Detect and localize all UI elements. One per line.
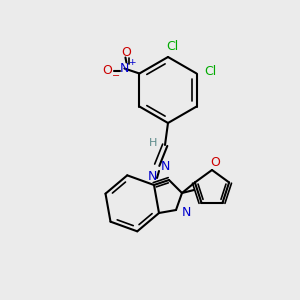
Text: +: + [128,58,135,67]
Text: −: − [112,71,121,82]
Text: O: O [103,64,112,77]
Text: Cl: Cl [205,65,217,78]
Text: N: N [120,62,129,75]
Text: N: N [160,160,170,172]
Text: O: O [210,155,220,169]
Text: N: N [181,206,191,218]
Text: Cl: Cl [166,40,178,53]
Text: O: O [122,46,131,59]
Text: N: N [147,170,157,184]
Text: H: H [149,138,157,148]
